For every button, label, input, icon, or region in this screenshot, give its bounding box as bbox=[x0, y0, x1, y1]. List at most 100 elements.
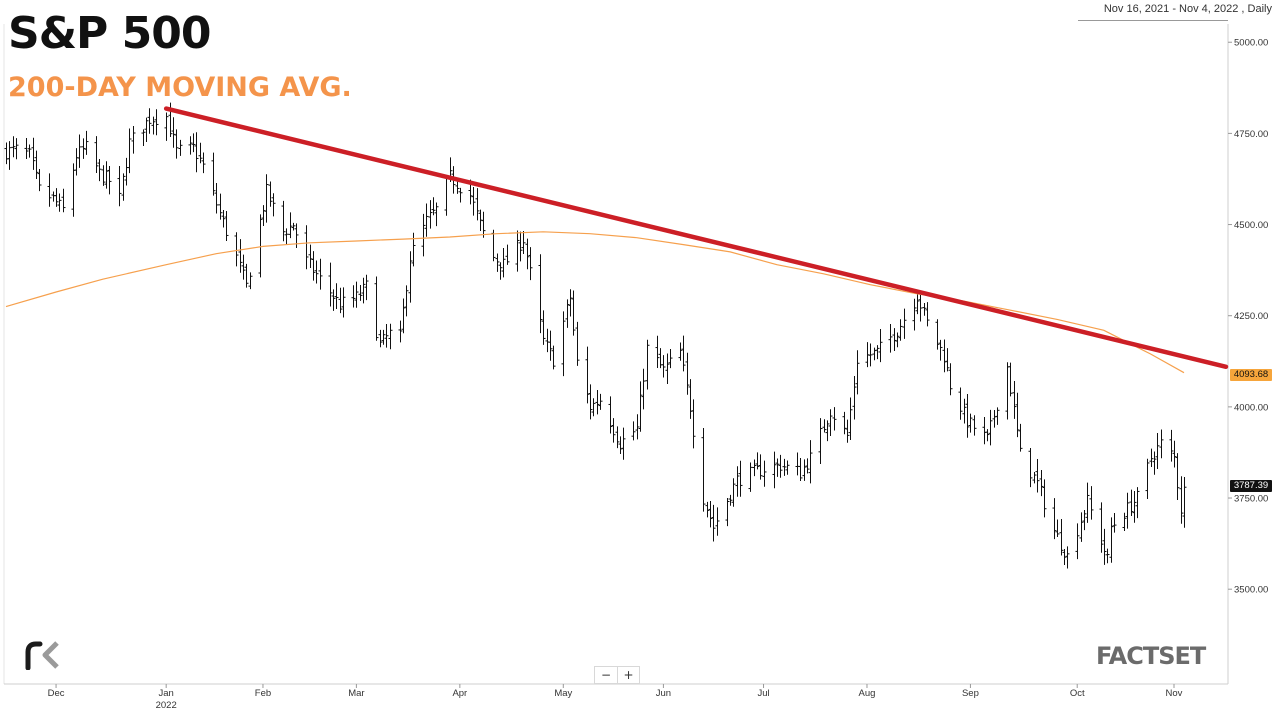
ohlc-bar bbox=[958, 387, 963, 420]
ohlc-bar bbox=[61, 188, 66, 213]
ohlc-bars bbox=[4, 102, 1187, 569]
ohlc-bar bbox=[481, 211, 486, 238]
ohlc-bar bbox=[51, 191, 56, 202]
ohlc-bar bbox=[174, 129, 179, 159]
ohlc-bar bbox=[124, 157, 129, 186]
ohlc-bar bbox=[121, 173, 126, 201]
ohlc-bar bbox=[995, 407, 1000, 425]
chart-title: S&P 500 bbox=[8, 8, 211, 59]
ohlc-bar bbox=[424, 203, 429, 237]
ohlc-bar bbox=[421, 213, 426, 257]
ohlc-bar bbox=[705, 501, 710, 518]
ohlc-bar bbox=[918, 294, 923, 322]
ohlc-bar bbox=[585, 346, 590, 404]
ohlc-bar bbox=[288, 212, 293, 239]
ohlc-bar bbox=[501, 247, 506, 278]
price-tick-label: 4250.00 bbox=[1234, 311, 1268, 322]
ohlc-bar bbox=[57, 193, 62, 212]
moving-average-line bbox=[5, 231, 1185, 374]
ohlc-bar bbox=[701, 428, 706, 512]
ohlc-bar bbox=[1152, 451, 1157, 475]
ohlc-bar bbox=[985, 429, 990, 442]
ohlc-bar bbox=[77, 134, 82, 168]
ohlc-bar bbox=[521, 230, 526, 254]
ohlc-bar bbox=[848, 397, 853, 440]
ohlc-bar bbox=[1085, 482, 1090, 523]
ohlc-bar bbox=[1028, 448, 1033, 488]
ohlc-bar bbox=[545, 328, 550, 353]
ohlc-bar bbox=[912, 298, 917, 331]
time-tick-label: Jun bbox=[656, 688, 671, 699]
ohlc-bar bbox=[778, 454, 783, 478]
date-range-label: Nov 16, 2021 - Nov 4, 2022 , Daily bbox=[1103, 3, 1272, 15]
ohlc-bar bbox=[1015, 392, 1020, 438]
ohlc-bar bbox=[107, 166, 112, 195]
ohlc-bar bbox=[238, 239, 243, 273]
ohlc-bar bbox=[444, 174, 449, 216]
ohlc-bar bbox=[565, 299, 570, 328]
ohlc-bar bbox=[872, 347, 877, 361]
ohlc-bar bbox=[798, 458, 803, 481]
zoom-controls: − + bbox=[594, 666, 640, 684]
ohlc-bar bbox=[878, 328, 883, 363]
ohlc-bar bbox=[618, 436, 623, 454]
ohlc-bar bbox=[645, 339, 650, 390]
ohlc-bar bbox=[1172, 440, 1177, 468]
ohlc-bar bbox=[1159, 429, 1164, 459]
ohlc-bar bbox=[875, 345, 880, 360]
ohlc-bar bbox=[101, 165, 106, 186]
ohlc-bar bbox=[384, 323, 389, 348]
ohlc-bar bbox=[364, 274, 369, 301]
ohlc-bar bbox=[374, 276, 379, 341]
ohlc-bar bbox=[127, 128, 132, 174]
ohlc-bar bbox=[308, 244, 313, 269]
ohlc-bar bbox=[681, 335, 686, 372]
price-tick-label: 3750.00 bbox=[1234, 494, 1268, 505]
ohlc-bar bbox=[378, 329, 383, 348]
ohlc-bar bbox=[1055, 519, 1060, 538]
ohlc-bar bbox=[518, 231, 523, 262]
ohlc-bar bbox=[1182, 476, 1187, 528]
price-axis: 5000.00 4750.00 4500.00 4250.00 4000.00 3750.… bbox=[1228, 38, 1268, 596]
ohlc-bar bbox=[595, 389, 600, 415]
ohlc-bar bbox=[194, 132, 199, 173]
ohlc-bar bbox=[541, 310, 546, 345]
ohlc-bar bbox=[291, 222, 296, 231]
ohlc-bar bbox=[611, 418, 616, 443]
ohlc-bar bbox=[638, 381, 643, 432]
ohlc-bar bbox=[117, 165, 122, 207]
ohlc-bar bbox=[244, 263, 249, 288]
ohlc-bar bbox=[528, 247, 533, 281]
ohlc-bar bbox=[311, 251, 316, 281]
ohlc-bar bbox=[151, 116, 156, 135]
zoom-out-button[interactable]: − bbox=[595, 667, 617, 683]
ohlc-bar bbox=[772, 451, 777, 489]
ohlc-bar bbox=[211, 152, 216, 196]
time-tick-label: Apr bbox=[452, 688, 467, 699]
ohlc-bar bbox=[271, 193, 276, 217]
ohlc-bar bbox=[868, 343, 873, 367]
ohlc-bar bbox=[304, 225, 309, 270]
ohlc-bar bbox=[808, 440, 813, 484]
ohlc-bar bbox=[1099, 502, 1104, 553]
ohlc-bar bbox=[475, 188, 480, 221]
moving-average-price-tag: 4093.68 bbox=[1230, 369, 1272, 381]
ohlc-bar bbox=[1105, 548, 1110, 564]
ohlc-bar bbox=[842, 411, 847, 435]
zoom-in-button[interactable]: + bbox=[617, 667, 639, 683]
ohlc-bar bbox=[434, 202, 439, 227]
ohlc-bar bbox=[898, 319, 903, 341]
ohlc-bar bbox=[678, 342, 683, 361]
ohlc-bar bbox=[548, 330, 553, 361]
ohlc-bar bbox=[318, 258, 323, 290]
ohlc-bar bbox=[248, 272, 253, 290]
ohlc-bar bbox=[31, 137, 36, 170]
ohlc-bar bbox=[615, 426, 620, 449]
ohlc-bar bbox=[825, 420, 830, 442]
ohlc-bar bbox=[1102, 528, 1107, 565]
ohlc-bar bbox=[668, 348, 673, 369]
time-tick-label: Feb bbox=[255, 688, 271, 699]
ohlc-bar bbox=[1155, 432, 1160, 470]
ohlc-bar bbox=[691, 399, 696, 449]
